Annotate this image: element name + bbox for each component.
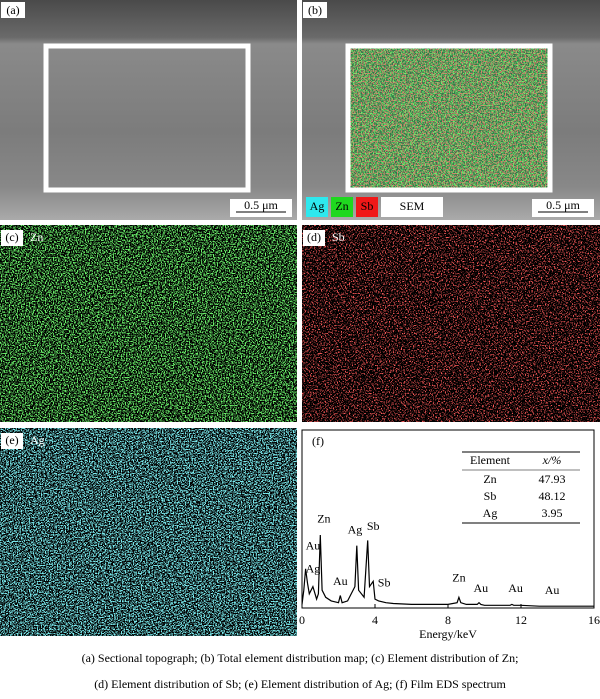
panel-label: (c) — [5, 230, 18, 244]
x-tick-label: 8 — [445, 613, 451, 627]
legend-swatch — [306, 197, 328, 217]
table-cell: Ag — [483, 506, 498, 520]
table-cell: 48.12 — [539, 489, 566, 503]
panel-label: (e) — [5, 433, 18, 447]
label-bg — [1, 2, 25, 18]
legend-swatch — [331, 197, 353, 217]
peak-label: Ag — [348, 522, 363, 536]
panel-label: (b) — [308, 3, 322, 17]
plot-frame — [301, 429, 595, 609]
legend-swatch — [381, 197, 443, 217]
label-bg — [303, 230, 325, 246]
peak-label: Au — [545, 583, 560, 597]
x-tick-label: 16 — [588, 613, 600, 627]
spectrum-line — [301, 534, 594, 607]
map-noise — [302, 225, 600, 422]
peak-label: Au — [474, 581, 489, 595]
label-bg — [1, 230, 23, 246]
overlay-noise — [348, 46, 550, 190]
x-tick-label: 0 — [299, 613, 305, 627]
scale-text: 0.5 μm — [244, 198, 278, 212]
table-header: Element — [470, 453, 511, 467]
selection-box — [345, 43, 553, 193]
table-header: x/% — [542, 453, 562, 467]
peak-label: Sb — [378, 576, 391, 590]
x-tick-label: 4 — [372, 613, 378, 627]
peak-label: Au — [333, 574, 348, 588]
peak-label: Ag — [306, 561, 321, 575]
map-noise — [0, 225, 297, 422]
element-name: Zn — [30, 230, 43, 244]
selection-box — [43, 43, 251, 193]
label-bg — [1, 433, 23, 449]
label-bg — [303, 2, 327, 18]
caption: (a) Sectional topograph; (b) Total eleme… — [82, 651, 519, 665]
legend-text: Sb — [361, 199, 374, 213]
panel-label: (d) — [307, 230, 321, 244]
table-cell: 3.95 — [542, 506, 563, 520]
x-tick-label: 12 — [515, 613, 527, 627]
map-noise — [0, 428, 297, 636]
table-cell: 47.93 — [539, 472, 566, 486]
peak-label: Au — [508, 581, 523, 595]
element-name: Sb — [332, 230, 345, 244]
peak-label: Sb — [367, 519, 380, 533]
legend-text: SEM — [400, 199, 425, 213]
panel-label: (a) — [6, 3, 19, 17]
panel-label: (f) — [312, 434, 324, 448]
peak-label: Au — [306, 538, 321, 552]
table-cell: Zn — [483, 472, 496, 486]
peak-label: Zn — [317, 512, 330, 526]
legend-swatch — [356, 197, 378, 217]
scale-text: 0.5 μm — [546, 198, 580, 212]
x-axis-label: Energy/keV — [419, 627, 477, 641]
peak-label: Zn — [452, 570, 465, 584]
element-name: Ag — [30, 433, 45, 447]
caption: (d) Element distribution of Sb; (e) Elem… — [94, 677, 506, 691]
legend-text: Zn — [335, 199, 348, 213]
legend-text: Ag — [310, 199, 325, 213]
table-cell: Sb — [484, 489, 497, 503]
